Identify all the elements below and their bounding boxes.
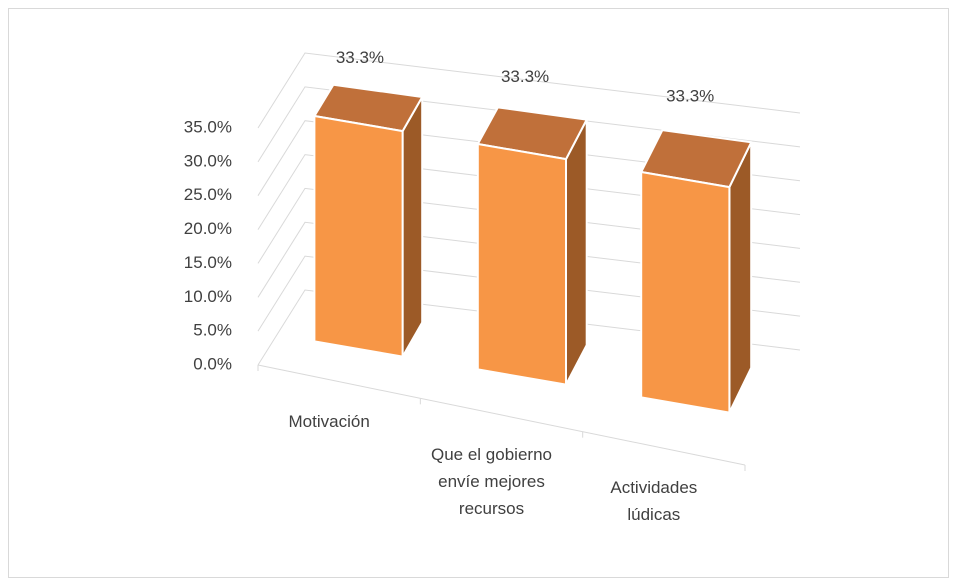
bar-front: [313, 115, 404, 358]
y-tick-label: 5.0%: [193, 321, 232, 340]
data-label: 33.3%: [336, 48, 384, 67]
grid-line: [257, 187, 801, 264]
y-tick-label: 0.0%: [193, 354, 232, 373]
grid-line: [257, 289, 801, 366]
grid-line: [257, 221, 801, 298]
data-label: 33.3%: [666, 87, 714, 106]
grid-line: [257, 120, 801, 196]
grid-line: [257, 154, 801, 230]
y-tick-label: 35.0%: [184, 117, 232, 136]
bar: [476, 106, 588, 386]
grid-line: [257, 52, 801, 129]
x-axis: [257, 364, 746, 466]
bar-side: [728, 141, 753, 414]
bar: [640, 129, 753, 414]
bar: [313, 83, 424, 358]
data-label: 33.3%: [501, 67, 549, 86]
x-tick-label: Que el gobierno envíe mejores recursos: [431, 445, 552, 518]
x-tick-label: Actividades lúdicas: [610, 478, 698, 525]
x-tick-label: Motivación: [288, 411, 370, 431]
bar-front: [640, 171, 731, 414]
grid-line: [257, 86, 801, 163]
y-tick-label: 20.0%: [184, 219, 232, 238]
y-tick-label: 30.0%: [184, 151, 232, 170]
bar-side: [401, 96, 424, 358]
bar-side: [565, 118, 588, 386]
y-tick-label: 10.0%: [184, 287, 232, 306]
grid-line: [257, 255, 801, 332]
y-tick-label: 25.0%: [184, 185, 232, 204]
y-tick-label: 15.0%: [184, 253, 232, 272]
bar-front: [476, 143, 567, 386]
